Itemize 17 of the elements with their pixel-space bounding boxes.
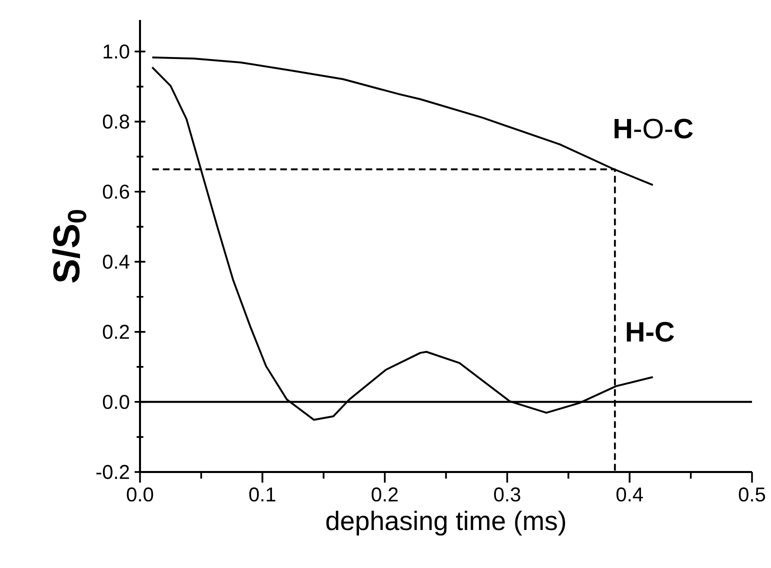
- y-tick-label: -0.2: [96, 464, 129, 480]
- x-tick-label: 0.1: [249, 487, 276, 502]
- y-tick-label: 1.0: [104, 44, 130, 59]
- x-tick-label: 0.4: [616, 487, 643, 502]
- x-tick-label: 0.3: [494, 487, 520, 502]
- x-axis-title: dephasing time (ms): [326, 510, 566, 536]
- annotation: H-C: [626, 322, 674, 342]
- y-tick-label: 0.0: [102, 394, 130, 409]
- y-tick-label: 0.8: [102, 114, 130, 129]
- y-tick-label: 0.4: [102, 254, 130, 269]
- y-axis-title: S/S$_{0}$: [52, 210, 86, 283]
- annotation: H-O-C: [614, 118, 693, 139]
- x-tick-label: 0.5: [738, 487, 766, 502]
- y-tick-label: 0.6: [102, 184, 130, 199]
- x-tick-label: 0.2: [372, 487, 398, 502]
- y-tick-label: 0.2: [102, 324, 129, 339]
- x-tick-label: 0.0: [126, 487, 154, 502]
